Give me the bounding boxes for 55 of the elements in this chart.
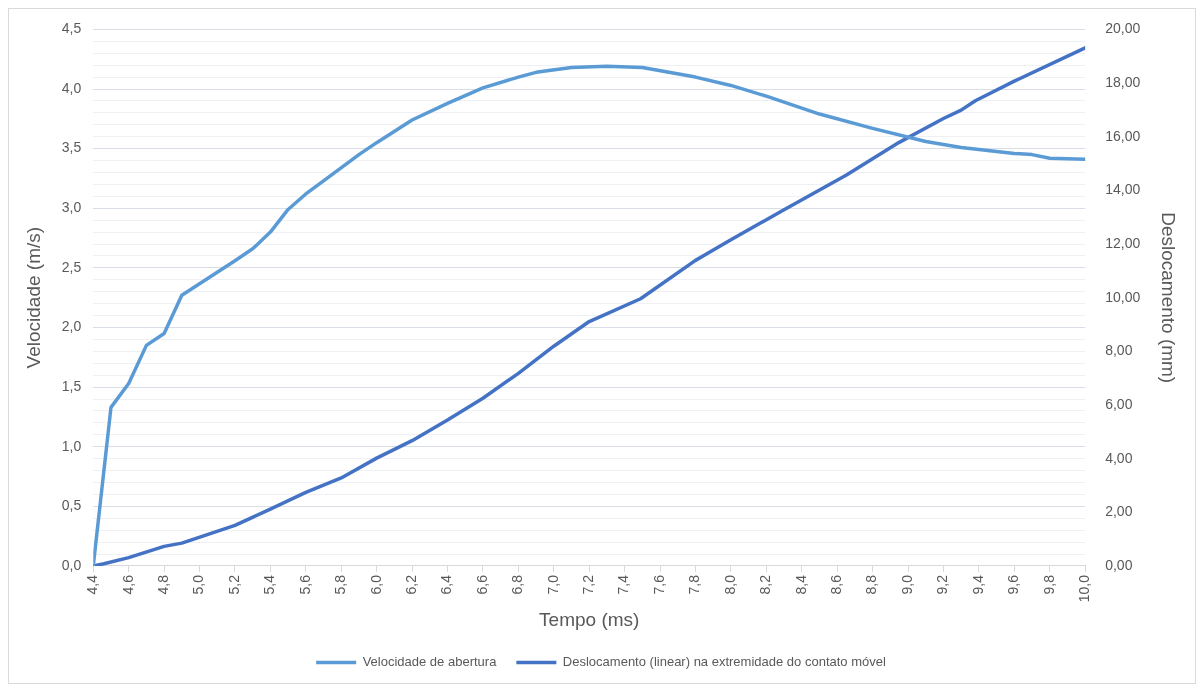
y-axis-title: Velocidade (m/s) [22, 226, 44, 369]
x-tick-label: 4,4 [84, 574, 101, 595]
y-tick-label: 1,5 [61, 377, 82, 394]
x-tick-label: 8,0 [721, 574, 738, 595]
legend-label: Deslocamento (linear) na extremidade do contato móvel [562, 654, 886, 670]
y2-tick-label: 10,00 [1105, 288, 1141, 305]
x-tick-label: 5,8 [332, 574, 349, 595]
x-tick-label: 10,0 [1076, 574, 1093, 603]
x-tick-label: 9,0 [898, 574, 915, 595]
x-tick-label: 5,6 [296, 574, 313, 595]
x-tick-label: 6,8 [509, 574, 526, 595]
x-tick-label: 6,0 [367, 574, 384, 595]
y-tick-label: 2,5 [61, 258, 82, 275]
x-tick-label: 8,6 [828, 574, 845, 595]
y2-tick-label: 0,00 [1105, 556, 1133, 573]
x-tick-label: 7,8 [686, 574, 703, 595]
x-tick-label: 6,4 [438, 574, 455, 595]
y-tick-label: 3,0 [61, 199, 82, 216]
y2-tick-label: 2,00 [1105, 503, 1133, 520]
legend-label: Velocidade de abertura [362, 654, 498, 670]
x-tick-label: 7,6 [650, 574, 667, 595]
x-tick-label: 9,2 [934, 574, 951, 595]
y-tick-label: 2,0 [61, 318, 82, 335]
x-tick-label: 9,8 [1040, 574, 1057, 595]
x-tick-label: 5,4 [261, 574, 278, 595]
x-tick-label: 4,8 [154, 574, 171, 595]
x-tick-label: 7,4 [615, 574, 632, 595]
y2-tick-label: 8,00 [1105, 342, 1133, 359]
y2-tick-label: 14,00 [1105, 181, 1141, 198]
x-tick-label: 4,6 [119, 574, 136, 595]
y-tick-label: 3,5 [61, 139, 82, 156]
x-tick-label: 6,2 [402, 574, 419, 595]
y2-axis-title: Deslocamento (mm) [1158, 212, 1180, 384]
x-tick-label: 7,0 [544, 574, 561, 595]
y2-tick-label: 20,00 [1105, 20, 1141, 37]
x-tick-label: 8,2 [757, 574, 774, 595]
x-tick-label: 5,2 [225, 574, 242, 595]
y2-tick-label: 16,00 [1105, 127, 1141, 144]
y-tick-label: 0,0 [61, 556, 82, 573]
y-tick-label: 0,5 [61, 497, 82, 514]
x-tick-label: 8,8 [863, 574, 880, 595]
y2-tick-label: 12,00 [1105, 234, 1141, 251]
x-tick-label: 9,6 [1005, 574, 1022, 595]
x-tick-label: 5,0 [190, 574, 207, 595]
x-tick-label: 7,2 [580, 574, 597, 595]
y2-tick-label: 6,00 [1105, 395, 1133, 412]
x-tick-label: 9,4 [969, 574, 986, 595]
y-tick-label: 1,0 [61, 437, 82, 454]
y-tick-label: 4,5 [61, 20, 82, 37]
y-tick-label: 4,0 [61, 79, 82, 96]
x-axis-title: Tempo (ms) [539, 608, 640, 630]
x-tick-label: 8,4 [792, 574, 809, 595]
y2-tick-label: 4,00 [1105, 449, 1133, 466]
x-tick-label: 6,6 [473, 574, 490, 595]
y2-tick-label: 18,00 [1105, 73, 1141, 90]
